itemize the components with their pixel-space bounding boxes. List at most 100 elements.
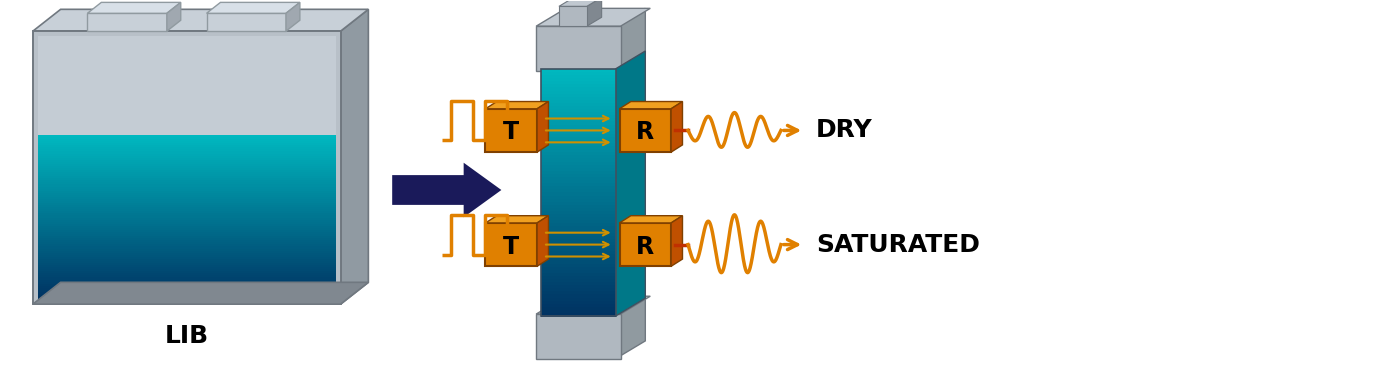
- Bar: [37, 267, 336, 270]
- Bar: [37, 160, 336, 162]
- Bar: [542, 112, 616, 116]
- Bar: [37, 232, 336, 234]
- Bar: [37, 298, 336, 301]
- Bar: [37, 193, 336, 195]
- Bar: [542, 205, 616, 208]
- Bar: [542, 72, 616, 76]
- Bar: [37, 205, 336, 208]
- Polygon shape: [485, 216, 548, 223]
- Bar: [37, 226, 336, 228]
- Bar: [37, 185, 336, 187]
- Bar: [542, 165, 616, 168]
- Bar: [542, 106, 616, 109]
- Bar: [542, 168, 616, 171]
- Bar: [37, 201, 336, 204]
- Polygon shape: [167, 2, 181, 31]
- Bar: [542, 155, 616, 159]
- Bar: [37, 222, 336, 224]
- Bar: [37, 271, 336, 274]
- Bar: [542, 226, 616, 230]
- Bar: [542, 183, 616, 187]
- Bar: [542, 81, 616, 85]
- Bar: [542, 270, 616, 273]
- Bar: [542, 171, 616, 174]
- Polygon shape: [671, 101, 682, 152]
- Bar: [37, 286, 336, 288]
- Bar: [37, 211, 336, 214]
- Text: SATURATED: SATURATED: [816, 233, 980, 256]
- Bar: [37, 203, 336, 206]
- Bar: [37, 176, 336, 179]
- Bar: [37, 187, 336, 189]
- Bar: [37, 168, 336, 171]
- Bar: [37, 214, 336, 216]
- Bar: [542, 146, 616, 150]
- Bar: [542, 193, 616, 196]
- Polygon shape: [536, 8, 650, 26]
- Polygon shape: [587, 0, 602, 26]
- Bar: [620, 223, 671, 266]
- Polygon shape: [33, 10, 368, 31]
- Bar: [542, 273, 616, 276]
- Bar: [37, 207, 336, 210]
- Bar: [37, 135, 336, 138]
- Text: R: R: [637, 120, 655, 144]
- Bar: [542, 87, 616, 91]
- Bar: [542, 282, 616, 286]
- Bar: [559, 6, 587, 26]
- Bar: [37, 182, 336, 185]
- Bar: [37, 282, 336, 284]
- Bar: [37, 139, 336, 142]
- Bar: [542, 75, 616, 79]
- Bar: [542, 202, 616, 205]
- Polygon shape: [537, 101, 548, 152]
- Bar: [542, 248, 616, 252]
- Bar: [542, 260, 616, 264]
- Bar: [37, 172, 336, 175]
- Bar: [542, 78, 616, 82]
- Bar: [37, 149, 336, 152]
- Bar: [33, 31, 340, 304]
- Bar: [542, 257, 616, 261]
- Bar: [37, 178, 336, 181]
- Bar: [542, 122, 616, 125]
- Bar: [485, 109, 537, 152]
- Polygon shape: [616, 296, 645, 359]
- Bar: [37, 259, 336, 261]
- Bar: [542, 100, 616, 103]
- Polygon shape: [207, 13, 287, 31]
- Bar: [536, 26, 620, 71]
- Bar: [37, 230, 336, 233]
- Polygon shape: [537, 216, 548, 266]
- Bar: [37, 276, 336, 278]
- Bar: [542, 276, 616, 280]
- Bar: [37, 209, 336, 212]
- Polygon shape: [616, 8, 645, 71]
- Bar: [542, 189, 616, 193]
- Bar: [37, 273, 336, 276]
- Bar: [37, 197, 336, 200]
- Bar: [37, 180, 336, 183]
- Polygon shape: [616, 51, 645, 316]
- Bar: [542, 137, 616, 141]
- Bar: [37, 158, 336, 160]
- Bar: [37, 224, 336, 226]
- Text: R: R: [637, 234, 655, 258]
- Bar: [542, 158, 616, 162]
- Bar: [37, 164, 336, 166]
- Bar: [37, 228, 336, 230]
- Bar: [542, 211, 616, 215]
- Bar: [542, 298, 616, 301]
- Bar: [542, 177, 616, 180]
- Bar: [542, 233, 616, 236]
- Bar: [37, 236, 336, 239]
- Bar: [542, 134, 616, 137]
- Bar: [536, 314, 620, 359]
- Bar: [37, 250, 336, 253]
- Bar: [542, 230, 616, 233]
- Bar: [37, 147, 336, 150]
- Bar: [37, 238, 336, 241]
- Bar: [37, 162, 336, 164]
- Text: T: T: [503, 234, 520, 258]
- FancyArrow shape: [393, 163, 502, 217]
